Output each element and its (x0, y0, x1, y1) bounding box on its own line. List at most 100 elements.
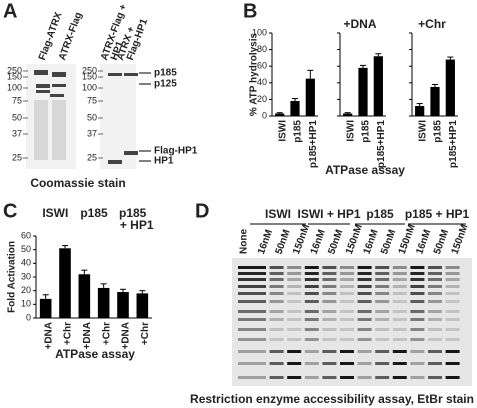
gel-band (238, 338, 252, 341)
gel-band (269, 338, 284, 341)
gel-band (304, 338, 319, 341)
gel-band (357, 292, 372, 295)
gel-band (428, 285, 442, 288)
bar (373, 56, 383, 116)
y-tick-label: 20 (257, 94, 267, 104)
gel-band (428, 328, 442, 331)
x-tick-label: p185 (361, 120, 372, 143)
gel-band (238, 285, 252, 288)
chart-title: +Chr (418, 17, 446, 31)
group-label: p185 + HP1 (405, 207, 470, 221)
gel-a-left (26, 64, 76, 169)
gel-band (375, 300, 390, 303)
gel-band (410, 310, 425, 313)
gel-band (375, 310, 390, 313)
marker-label: 37 (12, 128, 22, 138)
gel-band (410, 376, 425, 379)
gel-band (287, 266, 302, 269)
gel-band (238, 278, 252, 281)
gel-band (392, 292, 407, 295)
gel-band (269, 285, 284, 288)
gel-band (304, 362, 319, 365)
lane-label: None (239, 229, 250, 254)
y-tick-label: 100 (252, 27, 267, 37)
gel-band (322, 266, 337, 269)
gel-band (375, 328, 390, 331)
gel-caption: Coomassie stain (30, 176, 125, 190)
gel-band (238, 300, 252, 303)
gel-band (238, 376, 252, 379)
gel-band (357, 328, 372, 331)
gel-band (252, 362, 266, 365)
group-label: ISWI + HP1 (297, 207, 360, 221)
gel-band (52, 72, 66, 77)
gel-band (340, 292, 354, 295)
gel-band (304, 278, 319, 281)
gel-band (375, 292, 390, 295)
bar (305, 78, 315, 116)
gel-band (252, 292, 266, 295)
gel-band (252, 285, 266, 288)
gel-band (445, 362, 460, 365)
gel-band (304, 318, 319, 321)
gel-band (445, 328, 460, 331)
marker-label: 100 (7, 82, 22, 92)
gel-band (428, 292, 442, 295)
gel-band (340, 278, 354, 281)
gel-band (252, 350, 266, 353)
gel-band (445, 285, 460, 288)
bar (136, 293, 149, 318)
group-label: ISWI (42, 206, 68, 220)
gel-band (287, 272, 302, 275)
x-tick-label: p185 (433, 120, 444, 143)
band-label: HP1 (154, 156, 174, 167)
lane-label: 16nM (256, 228, 275, 256)
gel-band (34, 70, 48, 75)
gel-band (340, 300, 354, 303)
bar (59, 248, 71, 318)
y-tick-label: 50 (21, 244, 31, 254)
gel-band (428, 300, 442, 303)
y-axis-label: % ATP hydrolysis (249, 32, 260, 116)
gel-band (322, 328, 337, 331)
gel-band (287, 310, 302, 313)
lane-label: 16nM (309, 228, 328, 256)
gel-band (357, 318, 372, 321)
band-label: p185 (154, 68, 177, 79)
gel-band (340, 285, 354, 288)
x-tick-label: ISWI (277, 120, 288, 142)
gel-band (392, 278, 407, 281)
gel-band (392, 266, 407, 269)
y-tick-label: 40 (21, 258, 31, 268)
gel-band (375, 376, 390, 379)
panel-letter: C (3, 200, 17, 222)
gel-band (287, 350, 302, 353)
marker-label: 75 (12, 95, 22, 105)
gel-band (269, 278, 284, 281)
gel-band (36, 90, 50, 93)
gel-band (392, 376, 407, 379)
gel-band (238, 292, 252, 295)
lane-label: 50nM (432, 228, 451, 256)
gel-band (357, 338, 372, 341)
gel-band (357, 300, 372, 303)
lane-label: 50nM (379, 228, 398, 256)
gel-band (428, 266, 442, 269)
marker-label: 25 (87, 152, 97, 162)
gel-band (322, 350, 337, 353)
gel-band (428, 272, 442, 275)
gel-band (428, 318, 442, 321)
lane-label: 16nM (362, 228, 381, 256)
gel-band (304, 272, 319, 275)
gel-band (445, 300, 460, 303)
gel-band (392, 272, 407, 275)
gel-smear (34, 100, 48, 160)
gel-smear (52, 100, 66, 160)
marker-label: 25 (12, 152, 22, 162)
gel-band (52, 84, 66, 87)
bar (430, 86, 440, 116)
x-tick-label: +Chr (101, 322, 112, 345)
gel-band (252, 318, 266, 321)
lane-label: 150nM (450, 223, 471, 256)
gel-band (269, 350, 284, 353)
